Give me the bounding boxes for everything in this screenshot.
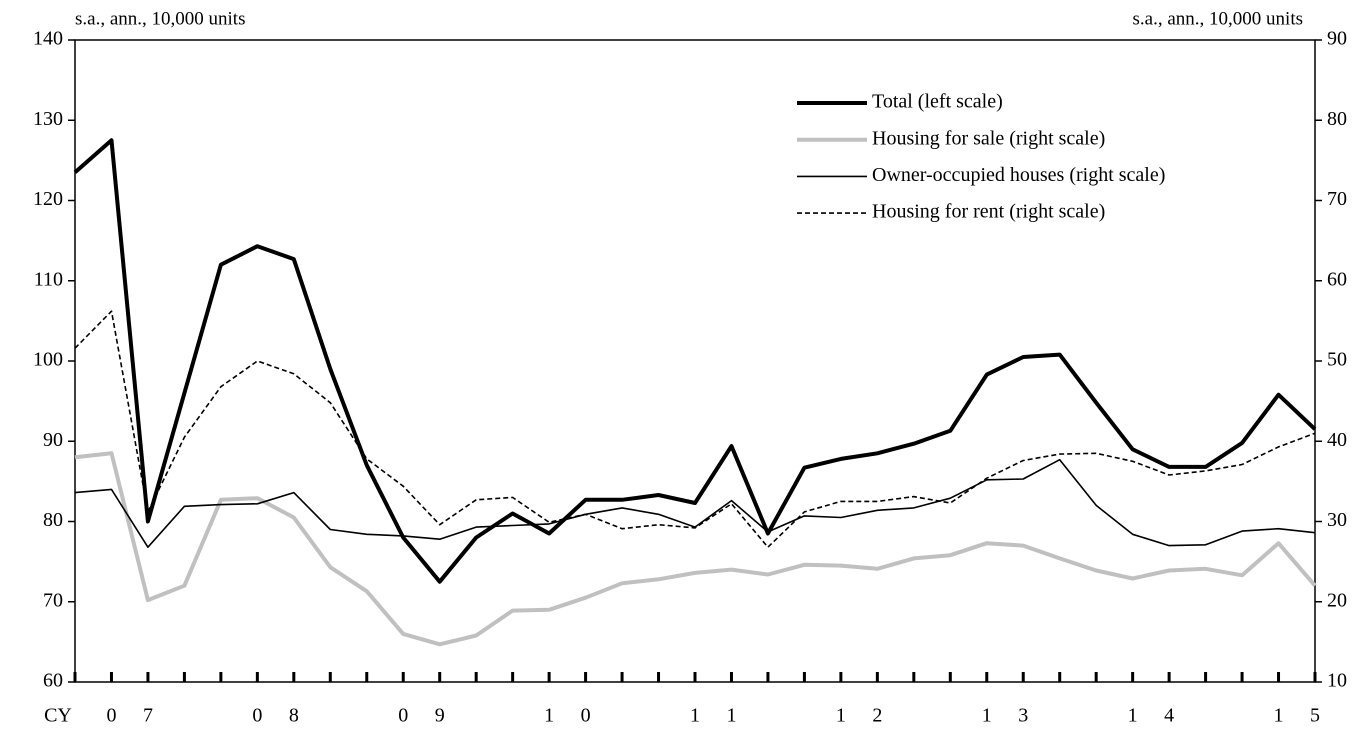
y-tick-label: 130 [33,108,63,130]
plot-frame [74,39,1316,683]
legend-label: Housing for sale (right scale) [872,127,1105,149]
y-tick-label: 120 [33,188,63,210]
y-tick-label: 110 [34,268,63,290]
y2-tick-label: 90 [1327,28,1347,50]
y2-tick-label: 70 [1327,188,1347,210]
x-tick-label: 9 [435,705,445,727]
y-tick-label: 140 [33,28,63,50]
y2-tick-label: 10 [1327,670,1347,692]
y-tick-label: 60 [43,670,63,692]
x-tick-label: 1 [836,705,846,727]
y-tick-label: 100 [33,349,63,371]
y2-tick-label: 50 [1327,349,1347,371]
x-tick-label: 7 [143,705,153,727]
x-tick-label: 1 [982,705,992,727]
y-tick-label: 70 [43,589,63,611]
x-tick-label: 1 [544,705,554,727]
y-tick-label: 90 [43,429,63,451]
legend-label: Owner-occupied houses (right scale) [872,164,1165,186]
y-tick-label: 80 [43,509,63,531]
y2-tick-label: 60 [1327,268,1347,290]
x-tick-label: 5 [1310,705,1320,727]
x-tick-label: 0 [106,705,116,727]
x-axis-label: CY [44,705,72,727]
x-tick-label: 4 [1164,705,1174,727]
x-tick-label: 1 [690,705,700,727]
x-tick-label: 3 [1018,705,1028,727]
x-tick-label: 1 [1274,705,1284,727]
y2-tick-label: 40 [1327,429,1347,451]
y2-tick-label: 20 [1327,589,1347,611]
series-line [73,138,1317,584]
legend-label: Total (left scale) [872,91,1003,113]
series-line [74,451,1317,647]
x-tick-label: 1 [726,705,736,727]
y2-unit-label: s.a., ann., 10,000 units [1133,8,1303,29]
y-unit-label: s.a., ann., 10,000 units [75,8,245,29]
series-line [74,310,1316,548]
x-tick-label: 0 [581,705,591,727]
x-tick-label: 0 [252,705,262,727]
x-tick-label: 0 [398,705,408,727]
x-tick-label: 8 [289,705,299,727]
legend-label: Housing for rent (right scale) [872,201,1105,223]
x-tick-label: 1 [1128,705,1138,727]
y2-tick-label: 80 [1327,108,1347,130]
x-tick-label: 2 [872,705,882,727]
y2-tick-label: 30 [1327,509,1347,531]
